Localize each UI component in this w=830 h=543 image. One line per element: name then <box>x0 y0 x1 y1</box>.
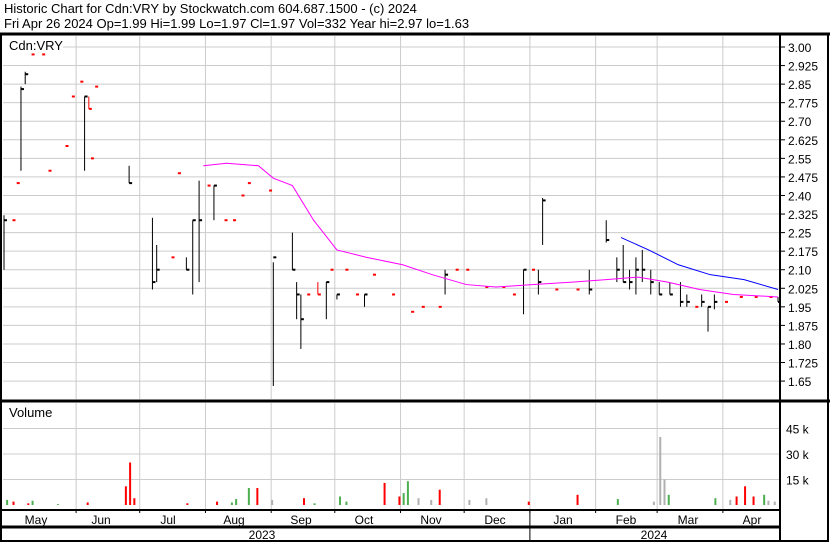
month-label: Dec <box>484 513 505 527</box>
volume-bar <box>31 500 34 505</box>
volume-bar <box>27 503 30 505</box>
chart-title: Historic Chart for Cdn:VRY by Stockwatch… <box>4 1 417 16</box>
volume-bar <box>485 498 488 505</box>
volume-tick-label: 45 k <box>786 423 810 437</box>
volume-bar <box>406 481 409 505</box>
volume-bar <box>271 499 274 505</box>
volume-panel-title: Volume <box>9 405 52 420</box>
volume-tick-label: 15 k <box>786 474 810 488</box>
y-tick-label: 2.55 <box>788 152 812 166</box>
volume-bar <box>616 499 619 505</box>
volume-bar <box>339 496 342 505</box>
y-tick-label: 1.65 <box>788 375 812 389</box>
month-label: Nov <box>420 513 441 527</box>
year-label: 2024 <box>641 528 668 542</box>
volume-bar <box>773 501 776 505</box>
volume-bar <box>86 502 89 505</box>
month-label: Oct <box>355 513 374 527</box>
volume-bar <box>752 496 755 505</box>
moving-average-short <box>620 237 779 290</box>
chart-frame <box>0 33 829 542</box>
y-tick-label: 2.625 <box>788 134 818 148</box>
volume-bar <box>729 499 732 505</box>
volume-bar <box>186 503 189 505</box>
y-tick-label: 2.10 <box>788 264 812 278</box>
volume-bar <box>468 499 471 505</box>
volume-bar <box>663 479 666 505</box>
volume-bar <box>398 496 401 505</box>
y-tick-label: 2.775 <box>788 97 818 111</box>
volume-bar <box>302 498 305 505</box>
month-label: Apr <box>743 513 762 527</box>
volume-bar <box>417 498 420 505</box>
label-bg <box>3 36 63 56</box>
y-tick-label: 1.725 <box>788 357 818 371</box>
volume-bar <box>133 498 136 505</box>
volume-bar <box>6 499 9 505</box>
y-tick-label: 1.95 <box>788 301 812 315</box>
volume-bar <box>247 488 250 505</box>
month-label: Jun <box>91 513 110 527</box>
volume-bar <box>256 488 259 505</box>
volume-bar <box>124 486 127 505</box>
month-label: Sep <box>290 513 312 527</box>
y-tick-label: 2.85 <box>788 78 812 92</box>
month-label: Jan <box>553 513 572 527</box>
month-label: May <box>25 513 48 527</box>
volume-bar <box>57 504 60 505</box>
y-tick-label: 1.80 <box>788 338 812 352</box>
y-tick-label: 3.00 <box>788 41 812 55</box>
volume-tick-label: 30 k <box>786 448 810 462</box>
volume-bar <box>438 489 441 505</box>
volume-bar <box>235 499 238 505</box>
quote-summary: Fri Apr 26 2024 Op=1.99 Hi=1.99 Lo=1.97 … <box>4 16 470 31</box>
y-tick-label: 2.025 <box>788 282 818 296</box>
volume-bar <box>430 499 433 505</box>
y-tick-label: 2.25 <box>788 227 812 241</box>
volume-bar <box>527 501 530 505</box>
volume-bar <box>12 501 15 505</box>
y-tick-label: 2.925 <box>788 60 818 74</box>
volume-bar <box>129 462 132 505</box>
volume-bar <box>652 501 655 505</box>
volume-bar <box>230 502 233 505</box>
y-tick-label: 2.325 <box>788 208 818 222</box>
volume-bar <box>667 494 670 505</box>
year-label: 2023 <box>249 528 276 542</box>
volume-bar <box>744 486 747 505</box>
volume-bar <box>735 496 738 505</box>
volume-bar <box>383 482 386 505</box>
month-label: Jul <box>160 513 175 527</box>
y-tick-label: 2.40 <box>788 189 812 203</box>
volume-bar <box>576 494 579 505</box>
volume-bar <box>345 501 348 505</box>
moving-average-long <box>203 162 779 298</box>
y-tick-label: 2.175 <box>788 245 818 259</box>
volume-bar <box>659 437 662 505</box>
volume-bar <box>763 494 766 505</box>
month-label: Mar <box>678 513 699 527</box>
month-label: Aug <box>223 513 244 527</box>
volume-bar <box>402 493 405 505</box>
volume-bar <box>313 503 316 505</box>
volume-bar <box>767 500 770 505</box>
y-tick-label: 2.475 <box>788 171 818 185</box>
month-label: Feb <box>616 513 637 527</box>
volume-bar <box>714 498 717 505</box>
price-panel-title: Cdn:VRY <box>9 38 63 53</box>
volume-bar <box>216 501 219 505</box>
y-tick-label: 2.70 <box>788 115 812 129</box>
y-tick-label: 1.875 <box>788 319 818 333</box>
